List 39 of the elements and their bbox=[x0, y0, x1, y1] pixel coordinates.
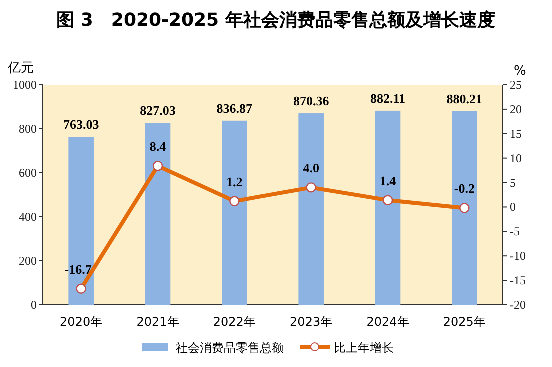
x-tick-label: 2020年 bbox=[60, 315, 103, 329]
y2-tick-label: -5 bbox=[510, 224, 520, 239]
y-tick-label: 800 bbox=[19, 122, 37, 136]
data-label: 880.21 bbox=[446, 91, 483, 106]
y2-tick-label: -20 bbox=[510, 298, 526, 312]
legend-label: 比上年增长 bbox=[334, 341, 394, 355]
x-tick-label: 2025年 bbox=[443, 315, 486, 329]
data-label: 882.11 bbox=[370, 90, 406, 106]
data-label: -0.2 bbox=[454, 181, 475, 196]
x-tick-label: 2023年 bbox=[290, 315, 333, 329]
y2-axis-title: % bbox=[514, 64, 526, 79]
y2-tick-label: 20 bbox=[510, 102, 522, 116]
y2-tick-label: 0 bbox=[510, 200, 516, 214]
x-tick-label: 2021年 bbox=[136, 315, 180, 329]
y2-tick-label: -15 bbox=[510, 274, 526, 288]
y-tick-label: 1000 bbox=[13, 78, 37, 92]
y-tick-label: 400 bbox=[19, 210, 37, 224]
y2-tick-label: 5 bbox=[510, 176, 516, 190]
legend-label: 社会消费品零售总额 bbox=[176, 341, 284, 355]
data-label: 1.4 bbox=[380, 173, 397, 188]
data-label: 8.4 bbox=[150, 139, 167, 154]
y-tick-label: 200 bbox=[19, 254, 37, 268]
data-label: 870.36 bbox=[293, 94, 330, 109]
data-label: 1.2 bbox=[226, 174, 243, 190]
data-label: 4.0 bbox=[303, 160, 320, 176]
chart-title: 图 3 2020-2025 年社会消费品零售总额及增长速度 bbox=[56, 10, 496, 31]
data-label: 827.03 bbox=[140, 103, 176, 118]
x-tick-label: 2024年 bbox=[366, 315, 410, 329]
data-label: 763.03 bbox=[63, 117, 100, 132]
data-label: 836.87 bbox=[216, 100, 254, 116]
y2-tick-label: 25 bbox=[510, 78, 522, 92]
y-axis-title: 亿元 bbox=[7, 61, 34, 76]
y-tick-label: 0 bbox=[31, 298, 37, 312]
y2-tick-label: 15 bbox=[510, 126, 522, 141]
y-tick-label: 600 bbox=[19, 166, 37, 180]
y2-tick-label: -10 bbox=[510, 249, 526, 264]
data-label: -16.7 bbox=[64, 262, 92, 277]
x-tick-label: 2022年 bbox=[213, 315, 256, 329]
y2-tick-label: 10 bbox=[510, 151, 522, 166]
